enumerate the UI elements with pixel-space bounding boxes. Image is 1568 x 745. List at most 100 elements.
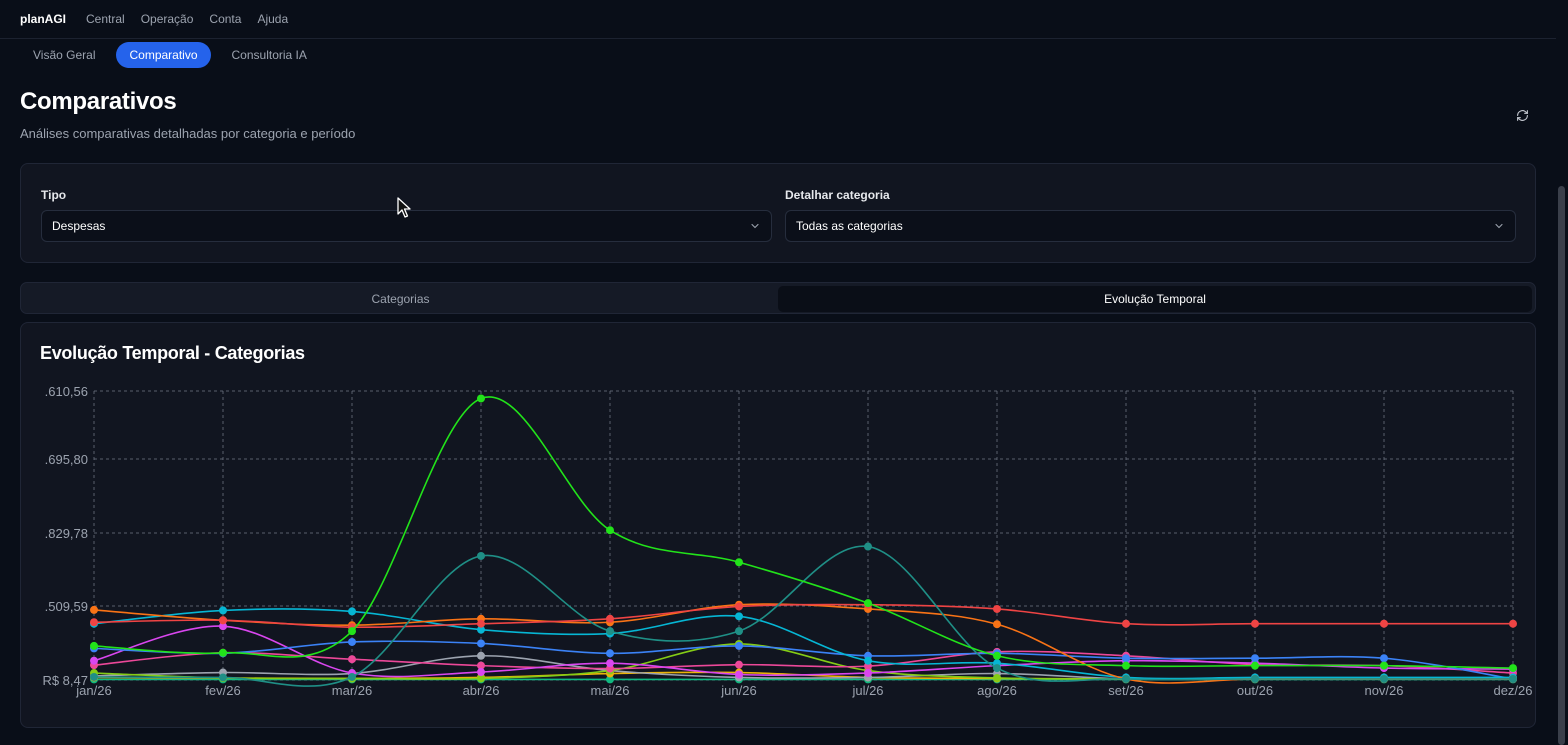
- y-tick-label: .695,80: [45, 452, 88, 467]
- series-point: [1251, 619, 1259, 628]
- series-point: [735, 602, 743, 611]
- subnav-visao-geral[interactable]: Visão Geral: [33, 48, 96, 62]
- series-point: [477, 674, 485, 683]
- series-point: [993, 604, 1001, 613]
- series-point: [348, 655, 356, 664]
- tab-evolucao-temporal[interactable]: Evolução Temporal: [778, 286, 1532, 312]
- series-point: [606, 649, 614, 658]
- x-tick-label: jul/26: [851, 683, 883, 698]
- x-tick-label: fev/26: [205, 683, 240, 698]
- series-point: [606, 614, 614, 623]
- series-line: [93, 608, 1513, 680]
- series-point: [606, 627, 614, 636]
- series-point: [219, 616, 227, 625]
- x-tick-label: set/26: [1108, 683, 1143, 698]
- categoria-label: Detalhar categoria: [785, 188, 890, 202]
- series-point: [735, 641, 743, 650]
- series-point: [90, 641, 98, 650]
- x-tick-label: mai/26: [590, 683, 629, 698]
- series-point: [348, 672, 356, 681]
- nav-conta[interactable]: Conta: [209, 12, 242, 26]
- x-tick-label: jan/26: [75, 683, 111, 698]
- series-point: [219, 606, 227, 615]
- series-point: [735, 558, 743, 567]
- x-tick-label: dez/26: [1493, 683, 1532, 698]
- series-point: [477, 394, 485, 403]
- series-point: [219, 648, 227, 657]
- series-line: [93, 654, 1513, 681]
- series-point: [477, 625, 485, 634]
- view-tabs: Categorias Evolução Temporal: [20, 282, 1536, 314]
- series-point: [864, 669, 872, 678]
- sub-navigation: Visão Geral Comparativo Consultoria IA: [20, 42, 328, 68]
- chart-card: Evolução Temporal - Categorias .610,56 .6…: [20, 322, 1536, 728]
- series-point: [1251, 661, 1259, 670]
- series-point: [90, 618, 98, 627]
- series-line: [93, 396, 1514, 669]
- series-point: [864, 599, 872, 608]
- chevron-down-icon: [751, 223, 759, 229]
- x-tick-label: jun/26: [720, 683, 756, 698]
- scrollbar[interactable]: [1558, 186, 1565, 745]
- series-line: [93, 640, 1514, 680]
- series-point: [1380, 674, 1388, 683]
- nav-ajuda[interactable]: Ajuda: [257, 12, 289, 26]
- nav-central[interactable]: Central: [86, 12, 125, 26]
- series-line: [93, 603, 1513, 684]
- series-point: [864, 542, 872, 551]
- series-point: [864, 656, 872, 665]
- series-point: [477, 661, 485, 670]
- x-tick-label: out/26: [1237, 683, 1273, 698]
- series-point: [1122, 619, 1130, 628]
- series-point: [1509, 619, 1517, 628]
- mouse-cursor-icon: [397, 197, 411, 218]
- series-point: [993, 673, 1001, 682]
- series-point: [219, 622, 227, 631]
- x-tick-label: nov/26: [1364, 683, 1403, 698]
- chart-title: Evolução Temporal - Categorias: [40, 343, 305, 363]
- tab-categorias[interactable]: Categorias: [371, 292, 430, 306]
- page-title: Comparativos: [20, 88, 177, 115]
- series-point: [477, 651, 485, 660]
- subnav-comparativo[interactable]: Comparativo: [116, 42, 211, 68]
- series-point: [993, 651, 1001, 660]
- series-point: [90, 672, 98, 681]
- series-point: [735, 627, 743, 636]
- series-point: [477, 551, 485, 560]
- page-subtitle: Análises comparativas detalhadas por cat…: [20, 126, 356, 141]
- series-point: [90, 605, 98, 614]
- tipo-select-value: Despesas: [52, 219, 106, 233]
- y-tick-label: .509,59: [45, 599, 88, 614]
- top-navbar: planAGI Central Operação Conta Ajuda: [0, 0, 1556, 39]
- refresh-button[interactable]: [1513, 106, 1531, 124]
- series-point: [993, 620, 1001, 629]
- series-point: [219, 673, 227, 682]
- x-tick-label: ago/26: [977, 683, 1017, 698]
- y-tick-label: R$ 8,47: [42, 673, 88, 688]
- subnav-consultoria-ia[interactable]: Consultoria IA: [231, 48, 307, 62]
- categoria-select[interactable]: Todas as categorias: [785, 210, 1516, 242]
- x-tick-label: mar/26: [332, 683, 372, 698]
- series-point: [735, 660, 743, 669]
- chevron-down-icon: [1495, 223, 1503, 229]
- nav-operacao[interactable]: Operação: [140, 12, 194, 26]
- series-point: [606, 675, 614, 684]
- brand-logo[interactable]: planAGI: [20, 12, 67, 26]
- series-point: [1122, 661, 1130, 670]
- series-point: [993, 664, 1001, 673]
- series-point: [735, 612, 743, 621]
- series-point: [735, 670, 743, 679]
- series-point: [1380, 619, 1388, 628]
- series-point: [1122, 674, 1130, 683]
- series-line: [93, 603, 1513, 629]
- series-point: [1509, 664, 1517, 673]
- series-point: [477, 668, 485, 677]
- series-point: [1380, 661, 1388, 670]
- series-point: [348, 637, 356, 646]
- y-tick-label: .610,56: [45, 384, 88, 399]
- series-point: [348, 607, 356, 616]
- series-point: [1251, 674, 1259, 683]
- categoria-select-value: Todas as categorias: [796, 219, 903, 233]
- series-point: [348, 627, 356, 636]
- tipo-label: Tipo: [41, 188, 67, 202]
